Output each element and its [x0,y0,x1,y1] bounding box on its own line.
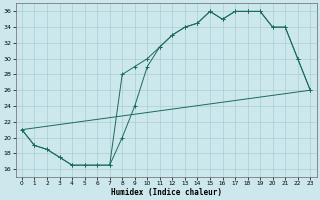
X-axis label: Humidex (Indice chaleur): Humidex (Indice chaleur) [111,188,221,197]
